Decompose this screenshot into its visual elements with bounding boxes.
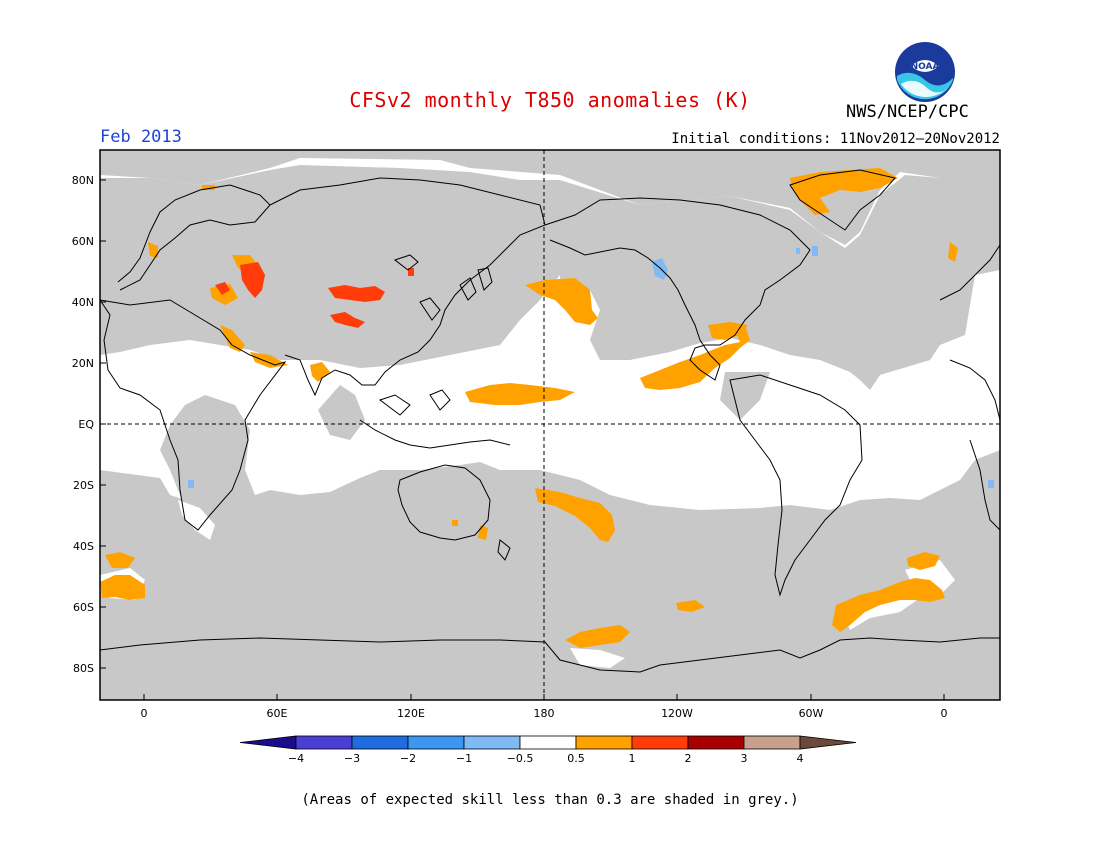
lon-labels: 0 60E 120E 180 120W 60W 0 <box>141 707 948 720</box>
legend-label: 4 <box>797 752 804 765</box>
legend-swatch <box>407 735 465 750</box>
legend-label: 2 <box>685 752 692 765</box>
agency-label: NWS/NCEP/CPC <box>846 102 969 122</box>
lat-ticks <box>100 179 106 669</box>
legend-swatch <box>743 735 801 750</box>
legend-swatch <box>519 735 577 750</box>
lat-label: 40N <box>72 296 94 309</box>
lon-label: 0 <box>141 707 148 720</box>
lat-labels: 80N 60N 40N 20N EQ 20S 40S 60S 80S <box>72 174 95 675</box>
lon-label: 60E <box>267 707 288 720</box>
legend-label: 1 <box>629 752 636 765</box>
lon-ticks <box>143 694 945 700</box>
legend-swatch <box>631 735 689 750</box>
legend-label: −0.5 <box>507 752 534 765</box>
noaa-logo: NOAA <box>895 42 955 102</box>
lat-label: 20S <box>73 479 94 492</box>
lat-label: 60S <box>73 601 94 614</box>
legend-label: 3 <box>741 752 748 765</box>
lon-label: 120E <box>397 707 425 720</box>
legend-label: −1 <box>456 752 472 765</box>
legend-swatch <box>463 735 521 750</box>
lat-label: 60N <box>72 235 94 248</box>
logo-text: NOAA <box>911 62 940 72</box>
lon-label: 60W <box>799 707 824 720</box>
skill-footnote: (Areas of expected skill less than 0.3 a… <box>301 792 799 808</box>
lon-label: 0 <box>941 707 948 720</box>
initial-conditions: Initial conditions: 11Nov2012–20Nov2012 <box>671 131 1000 147</box>
legend-swatch <box>687 735 745 750</box>
legend-boxes <box>239 735 857 750</box>
anomaly-map: 80N 60N 40N 20N EQ 20S 40S 60S 80S 0 60E… <box>72 149 1001 720</box>
lat-label: 20N <box>72 357 94 370</box>
neutral-regions <box>100 500 955 668</box>
legend-labels: −4 −3 −2 −1 −0.5 0.5 1 2 3 4 <box>288 752 804 765</box>
chart-title: CFSv2 monthly T850 anomalies (K) <box>349 88 751 112</box>
lon-label: 120W <box>661 707 693 720</box>
lat-label: 80N <box>72 174 94 187</box>
lat-label: 40S <box>73 540 94 553</box>
lat-label: EQ <box>78 418 94 431</box>
color-legend: −4 −3 −2 −1 −0.5 0.5 1 2 3 4 <box>239 735 857 765</box>
coastlines <box>99 169 1001 673</box>
legend-label: 0.5 <box>567 752 585 765</box>
legend-swatch <box>351 735 409 750</box>
anomaly-positive-moderate <box>215 262 414 328</box>
legend-label: −2 <box>400 752 416 765</box>
forecast-period: Feb 2013 <box>100 127 182 147</box>
anomaly-negative-weak <box>188 246 994 488</box>
lon-label: 180 <box>534 707 555 720</box>
legend-label: −4 <box>288 752 304 765</box>
legend-arrow-low <box>239 735 297 750</box>
map-frame <box>99 149 1001 701</box>
lat-label: 80S <box>73 662 94 675</box>
legend-arrow-high <box>799 735 857 750</box>
legend-swatch <box>295 735 353 750</box>
legend-label: −3 <box>344 752 360 765</box>
legend-swatch <box>575 735 633 750</box>
